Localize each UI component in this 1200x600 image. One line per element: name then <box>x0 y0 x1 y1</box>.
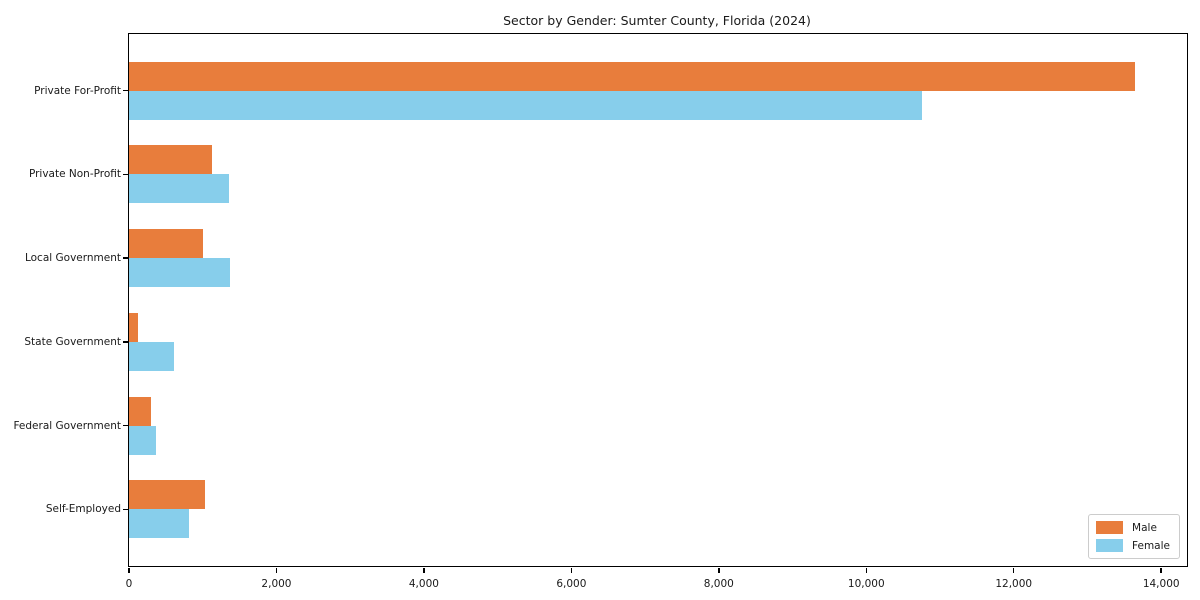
y-tick-label-5: Self-Employed <box>45 503 121 516</box>
y-tick-0 <box>122 89 128 92</box>
x-tick-label-2: 4,000 <box>408 578 439 590</box>
x-tick-5 <box>865 567 868 573</box>
legend-label-male: Male <box>1132 521 1157 534</box>
x-tick-label-7: 14,000 <box>1142 578 1180 590</box>
bar-male-5 <box>129 480 205 510</box>
bar-male-4 <box>129 396 152 426</box>
x-tick-label-0: 0 <box>125 578 133 590</box>
legend: Male Female <box>1088 514 1180 559</box>
x-tick-label-6: 12,000 <box>995 578 1033 590</box>
y-tick-label-0: Private For-Profit <box>34 84 121 97</box>
bar-female-2 <box>129 258 230 288</box>
x-tick-2 <box>423 567 425 573</box>
y-tick-label-1: Private Non-Profit <box>28 168 121 181</box>
bar-female-4 <box>129 425 156 455</box>
x-tick-label-3: 6,000 <box>556 578 587 590</box>
x-tick-3 <box>570 567 573 573</box>
x-tick-6 <box>1012 567 1015 573</box>
y-tick-5 <box>122 508 128 511</box>
chart-title: Sector by Gender: Sumter County, Florida… <box>503 13 811 28</box>
legend-swatch-male <box>1096 521 1124 534</box>
x-tick-0 <box>128 567 130 573</box>
y-tick-3 <box>122 341 128 343</box>
bar-male-0 <box>129 61 1136 91</box>
x-tick-label-4: 8,000 <box>703 578 734 590</box>
x-tick-1 <box>275 567 278 573</box>
bar-female-3 <box>129 341 174 371</box>
bar-male-1 <box>129 145 212 175</box>
bar-male-2 <box>129 229 203 259</box>
y-tick-label-3: State Government <box>24 335 121 348</box>
x-tick-7 <box>1160 567 1162 573</box>
y-tick-label-2: Local Government <box>24 252 121 265</box>
x-tick-label-5: 10,000 <box>847 578 885 590</box>
legend-item-male: Male <box>1096 521 1170 534</box>
y-tick-4 <box>122 424 128 427</box>
y-tick-2 <box>122 257 128 259</box>
y-tick-label-4: Federal Government <box>13 419 121 432</box>
bar-female-1 <box>129 174 229 204</box>
x-tick-4 <box>718 567 720 573</box>
legend-item-female: Female <box>1096 539 1170 552</box>
plot-area: Private For-Profit Private Non-Profit Loca… <box>13 33 1188 590</box>
bar-female-5 <box>129 509 189 539</box>
legend-swatch-female <box>1096 539 1124 552</box>
y-tick-1 <box>122 173 128 176</box>
bar-male-3 <box>129 312 139 342</box>
legend-label-female: Female <box>1132 539 1170 552</box>
bar-female-0 <box>129 90 923 120</box>
x-tick-label-1: 2,000 <box>261 578 292 590</box>
